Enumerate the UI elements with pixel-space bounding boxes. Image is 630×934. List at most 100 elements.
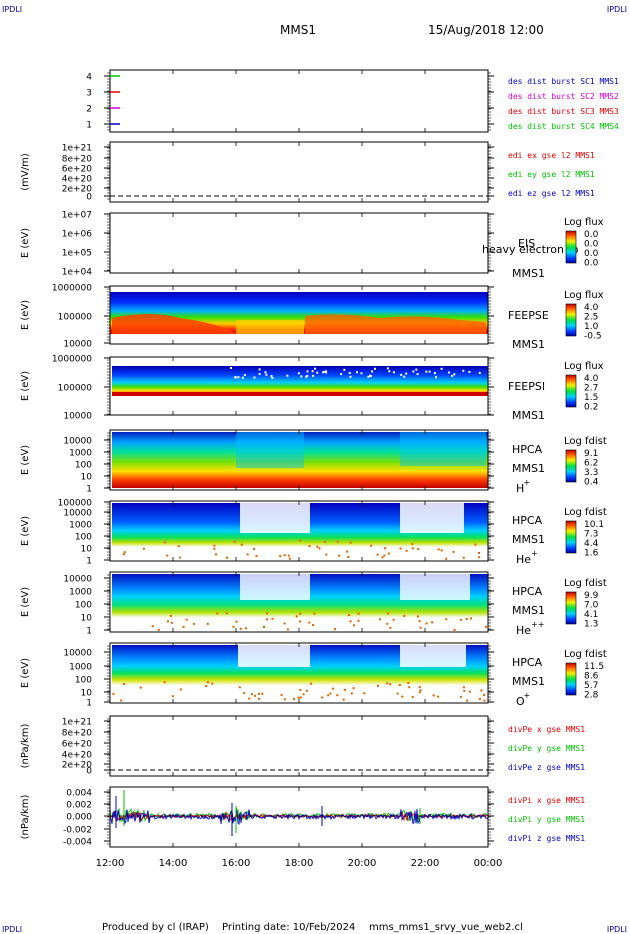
- overlay-label: heavy electron to: [482, 243, 579, 256]
- spectrogram-speckle: [243, 374, 246, 376]
- colorbar-tick-label: 5.7: [584, 681, 598, 691]
- legend-entry: edi ex gse l2 MMS1: [508, 151, 595, 160]
- spectrogram-speckle: [288, 557, 291, 560]
- colorbar-title: Log fdist: [564, 507, 607, 518]
- spectrogram-speckle: [283, 698, 286, 701]
- y-tick-label: 2e+20: [62, 185, 93, 195]
- spectrogram-speckle: [179, 688, 182, 691]
- y-axis-label: E (eV): [20, 300, 31, 330]
- y-axis-label: E (eV): [20, 445, 31, 475]
- colorbar-tick-label: 3.3: [584, 468, 598, 478]
- spectrogram-speckle: [322, 371, 325, 374]
- spectrogram-speckle: [408, 686, 411, 689]
- spectrogram-speckle: [271, 377, 274, 379]
- colorbar-tick-label: 6.2: [584, 459, 598, 469]
- spectrogram-speckle: [287, 554, 290, 557]
- spectrogram-speckle: [419, 626, 422, 629]
- spectrogram-speckle: [384, 547, 386, 550]
- feepsi-low-energy-band: [112, 392, 488, 396]
- spectrogram-speckle: [478, 552, 480, 554]
- spectrogram-speckle: [480, 689, 483, 692]
- colorbar: [565, 449, 577, 483]
- spectrogram-speckle: [170, 621, 173, 624]
- spectrogram-speckle: [215, 553, 217, 556]
- spectrogram-speckle: [343, 688, 346, 691]
- time-tick-label: 22:00: [411, 858, 440, 869]
- spectrogram-speckle: [170, 614, 172, 617]
- spectrogram-speckle: [241, 376, 244, 379]
- spacecraft-label: MMS1: [512, 675, 545, 688]
- spectrogram-speckle: [396, 692, 399, 695]
- spectrogram-speckle: [357, 612, 360, 615]
- spectrogram-speckle: [308, 621, 311, 624]
- spectrogram-speckle: [350, 692, 353, 695]
- panel-divpe-frame: [109, 715, 489, 777]
- colorbar-tick-label: 1.3: [584, 620, 598, 630]
- y-tick-label: -0.004: [63, 838, 92, 848]
- y-tick-label: 1e+21: [62, 718, 92, 728]
- spectrogram-speckle: [445, 557, 448, 560]
- time-tick-label: 20:00: [348, 858, 377, 869]
- spectrogram-speckle: [261, 692, 264, 695]
- spectrogram-speckle: [266, 618, 268, 621]
- y-tick-label: 0: [86, 767, 92, 777]
- colorbar-title: Log fdist: [564, 578, 607, 589]
- legend-entry: des dist burst SC3 MMS3: [508, 107, 619, 116]
- panel-eis: [109, 212, 489, 274]
- spectrogram-speckle: [321, 696, 324, 699]
- spectrogram-speckle: [286, 374, 289, 377]
- spectrogram-speckle: [346, 550, 349, 553]
- panel-burst: [109, 69, 489, 133]
- spectrogram-speckle: [182, 625, 185, 628]
- spectrogram-speckle: [440, 367, 443, 370]
- y-tick-label: 100: [75, 601, 92, 611]
- colorbar-title: Log flux: [564, 217, 604, 228]
- spectrogram-speckle: [313, 612, 316, 615]
- y-tick-label: 10: [81, 473, 93, 483]
- spectrogram-speckle: [452, 550, 455, 553]
- spectrogram-speckle: [139, 686, 142, 689]
- y-axis-label: (nPa/km): [20, 724, 31, 769]
- spectrogram-speckle: [325, 371, 328, 374]
- spectrogram-speckle: [392, 618, 395, 621]
- spectrogram-speckle: [234, 376, 237, 379]
- spectrogram-speckle: [300, 375, 303, 378]
- legend-entry: des dist burst SC1 MMS1: [508, 77, 619, 86]
- panel-divpi-annotations: 0.004 0.002 0.000 -0.002 -0.004 (nPa/km) divPi…: [20, 787, 585, 848]
- spectrogram-speckle: [478, 556, 481, 559]
- spectrogram-speckle: [258, 697, 261, 700]
- y-tick-label: 1: [86, 485, 92, 495]
- figure-title: MMS1: [280, 23, 316, 37]
- y-tick-label: 1000: [69, 449, 92, 459]
- legend-entry: divPi x gse MMS1: [508, 796, 585, 805]
- spectrogram-speckle: [448, 371, 451, 374]
- corner-label-top-left: IPDLI: [2, 5, 22, 14]
- spectrogram-speckle: [387, 612, 389, 615]
- spectrogram-speckle: [323, 540, 326, 543]
- spectrogram-speckle: [306, 370, 309, 373]
- spectrogram-speckle: [419, 689, 422, 692]
- spectrogram-speckle: [425, 622, 428, 625]
- spacecraft-label: MMS1: [512, 409, 545, 422]
- spectrogram-speckle: [299, 539, 302, 542]
- divpi-traces: [109, 790, 489, 836]
- spectrogram-speckle: [185, 618, 188, 621]
- spectrogram-speckle: [376, 553, 379, 556]
- y-tick-label: 100: [75, 533, 92, 543]
- spectrogram-speckle: [349, 541, 352, 544]
- legend-entry: divPe x gse MMS1: [508, 725, 585, 734]
- spacecraft-label: MMS1: [512, 604, 545, 617]
- y-tick-label: 1: [86, 699, 92, 709]
- legend-entry: divPe y gse MMS1: [508, 744, 585, 753]
- spectrogram-speckle: [369, 375, 372, 377]
- spectrogram-speckle: [459, 618, 462, 621]
- spectrogram-speckle: [286, 628, 289, 631]
- spectrogram-speckle: [466, 699, 469, 702]
- spectrogram-speckle: [312, 374, 315, 377]
- species-charge: ++: [531, 620, 544, 629]
- colorbar-tick-label: -0.5: [584, 332, 602, 342]
- spectrogram-speckle: [295, 615, 298, 618]
- spectrogram-speckle: [329, 692, 332, 695]
- spectrogram-speckle: [163, 681, 166, 684]
